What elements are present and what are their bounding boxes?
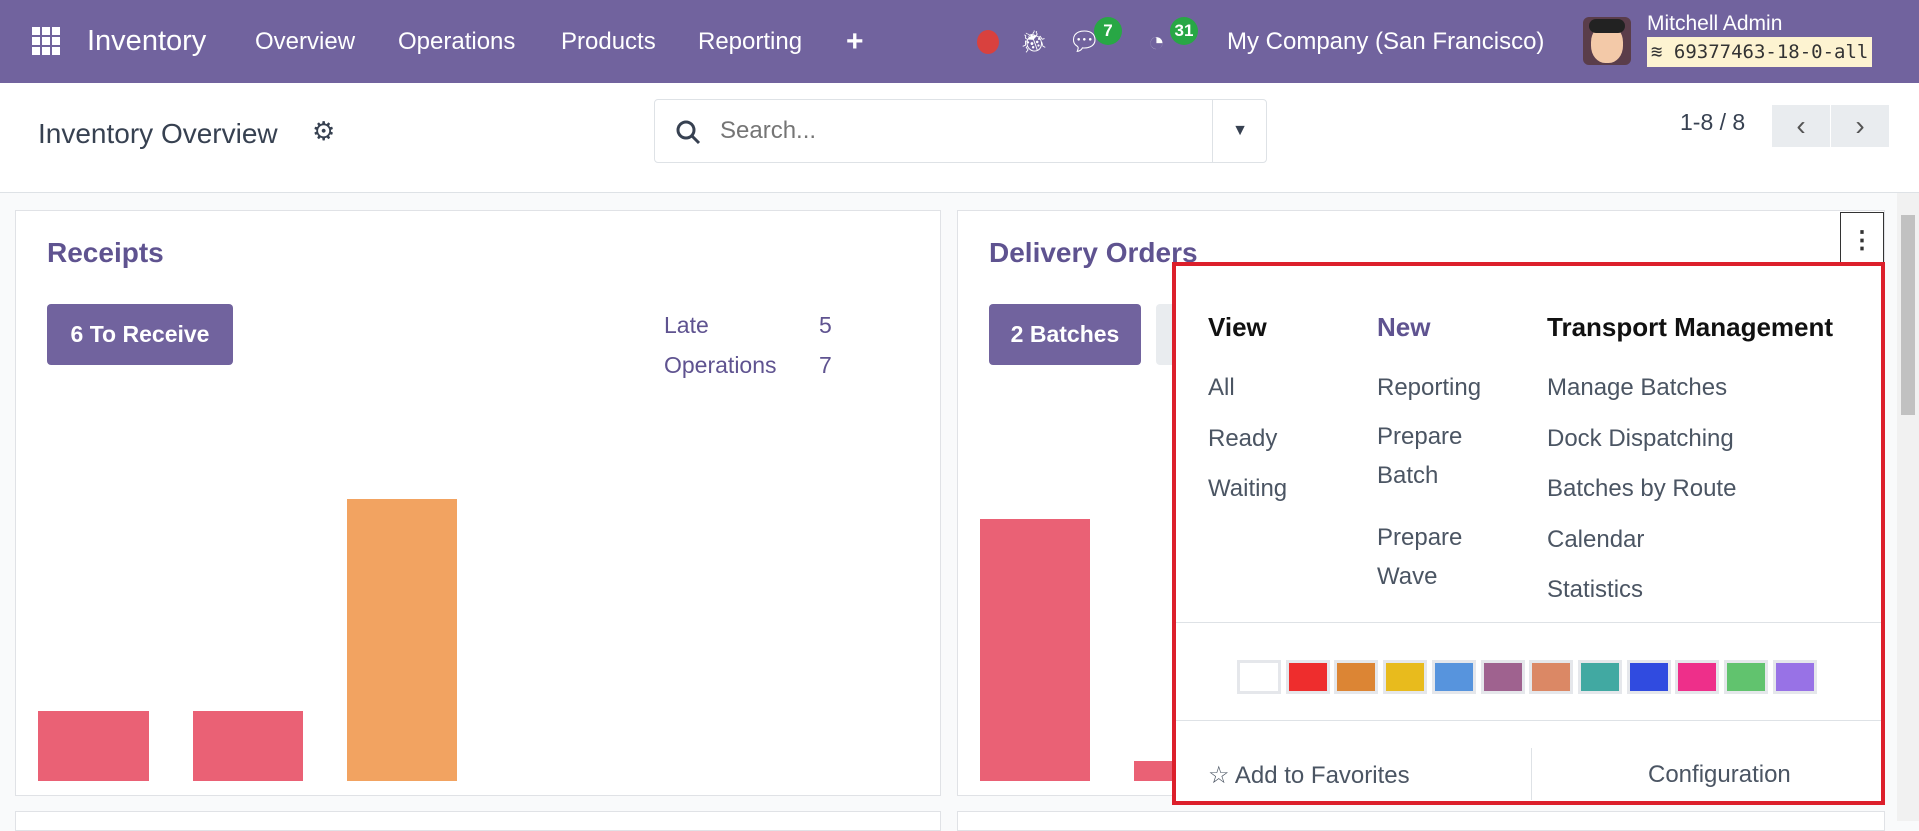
search-options-toggle[interactable]: ▼ [1212, 100, 1267, 162]
batches-by-route[interactable]: Batches by Route [1547, 475, 1737, 502]
color-swatch[interactable] [1480, 660, 1525, 694]
menu-operations[interactable]: Operations [398, 28, 516, 55]
color-swatch[interactable] [1529, 660, 1574, 694]
view-header: View [1208, 312, 1267, 342]
caret-down-icon: ▼ [1232, 122, 1248, 139]
operations-count[interactable]: 7 [819, 352, 832, 378]
card-title[interactable]: Delivery Orders [989, 237, 1198, 268]
color-swatch[interactable] [1724, 660, 1768, 694]
divider [1531, 748, 1532, 800]
operations-link[interactable]: Operations [664, 352, 777, 378]
new-prepare-wave[interactable]: Prepare Wave [1377, 524, 1463, 590]
gear-icon[interactable]: ⚙ [312, 116, 336, 146]
receipts-card: Receipts 6 To Receive Late 5 Operations … [15, 210, 941, 796]
manage-batches[interactable]: Manage Batches [1547, 374, 1728, 401]
color-swatch[interactable] [1285, 660, 1330, 694]
dock-dispatching[interactable]: Dock Dispatching [1547, 425, 1734, 452]
app-name[interactable]: Inventory [87, 25, 207, 57]
pager-next-button[interactable]: › [1831, 105, 1889, 147]
bug-icon[interactable]: 🐞︎ [1020, 29, 1048, 54]
next-card [15, 811, 941, 831]
add-to-favorites[interactable]: ☆ Add to Favorites [1208, 761, 1410, 790]
activities-badge: 31 [1170, 17, 1198, 45]
color-swatch[interactable] [1626, 660, 1671, 694]
menu-overview[interactable]: Overview [255, 28, 356, 55]
batches-button[interactable]: 2 Batches [989, 304, 1141, 365]
late-count[interactable]: 5 [819, 312, 832, 338]
graph-bar[interactable] [1134, 761, 1178, 781]
chat-icon[interactable]: 💬︎ [1068, 26, 1102, 56]
late-link[interactable]: Late [664, 312, 709, 338]
statistics[interactable]: Statistics [1547, 576, 1644, 603]
scrollbar-thumb[interactable] [1901, 215, 1915, 415]
color-swatch[interactable] [1431, 660, 1476, 694]
search-icon [676, 120, 701, 145]
color-swatch[interactable] [1577, 660, 1622, 694]
color-swatch[interactable] [1383, 660, 1428, 694]
graph-bar[interactable] [980, 519, 1090, 781]
card-dropdown-menu: View All Ready Waiting New Reporting Pre… [1172, 262, 1885, 805]
graph-bar[interactable] [193, 711, 303, 781]
new-header: New [1377, 312, 1431, 342]
company-switcher[interactable]: My Company (San Francisco) [1227, 28, 1545, 55]
search-input[interactable] [720, 112, 1180, 150]
color-swatch[interactable] [1675, 660, 1720, 694]
card-title[interactable]: Receipts [47, 237, 164, 268]
apps-grid-icon[interactable] [32, 27, 60, 55]
menu-products[interactable]: Products [561, 28, 656, 55]
database-name: 69377463-18-0-all [1673, 41, 1869, 63]
new-reporting[interactable]: Reporting [1377, 374, 1482, 401]
configuration-link[interactable]: Configuration [1648, 761, 1791, 788]
messages-badge: 7 [1094, 17, 1122, 45]
next-card [957, 811, 1885, 831]
to-receive-button[interactable]: 6 To Receive [47, 304, 233, 365]
database-badge: ≋ 69377463-18-0-all [1647, 37, 1873, 67]
graph-bar[interactable] [347, 499, 457, 781]
color-swatch[interactable] [1334, 660, 1379, 694]
divider [1176, 622, 1881, 623]
scrollbar[interactable] [1897, 193, 1919, 821]
new-prepare-batch[interactable]: Prepare Batch [1377, 423, 1463, 489]
avatar[interactable] [1583, 17, 1631, 65]
menu-reporting[interactable]: Reporting [698, 28, 803, 55]
clock-icon[interactable]: ◔ [1148, 26, 1165, 57]
database-icon: ≋ [1651, 41, 1663, 63]
pager-previous-button[interactable]: ‹ [1772, 105, 1830, 147]
divider [1176, 720, 1881, 721]
transport-header: Transport Management [1547, 312, 1834, 342]
view-ready[interactable]: Ready [1208, 425, 1278, 452]
view-waiting[interactable]: Waiting [1208, 475, 1288, 502]
pager-value[interactable]: 1-8 / 8 [1680, 109, 1746, 135]
color-swatch[interactable] [1772, 660, 1817, 694]
page-title: Inventory Overview [38, 118, 278, 149]
plus-icon[interactable]: + [846, 25, 864, 58]
kebab-menu-icon[interactable]: ⋮ [1840, 212, 1884, 270]
search-bar: ▼ [654, 99, 1267, 163]
user-name[interactable]: Mitchell Admin [1647, 12, 1783, 35]
add-to-favorites-label: Add to Favorites [1234, 762, 1410, 789]
graph-bar[interactable] [38, 711, 149, 781]
recording-dot-icon[interactable] [977, 30, 999, 54]
view-all[interactable]: All [1208, 374, 1235, 401]
control-panel: Inventory Overview ⚙ ▼ 1-8 / 8 ‹ › [0, 83, 1919, 193]
top-navbar: Inventory Overview Operations Products R… [0, 0, 1919, 83]
star-icon: ☆ [1208, 762, 1230, 789]
color-swatch[interactable] [1237, 660, 1281, 694]
calendar[interactable]: Calendar [1547, 526, 1645, 553]
